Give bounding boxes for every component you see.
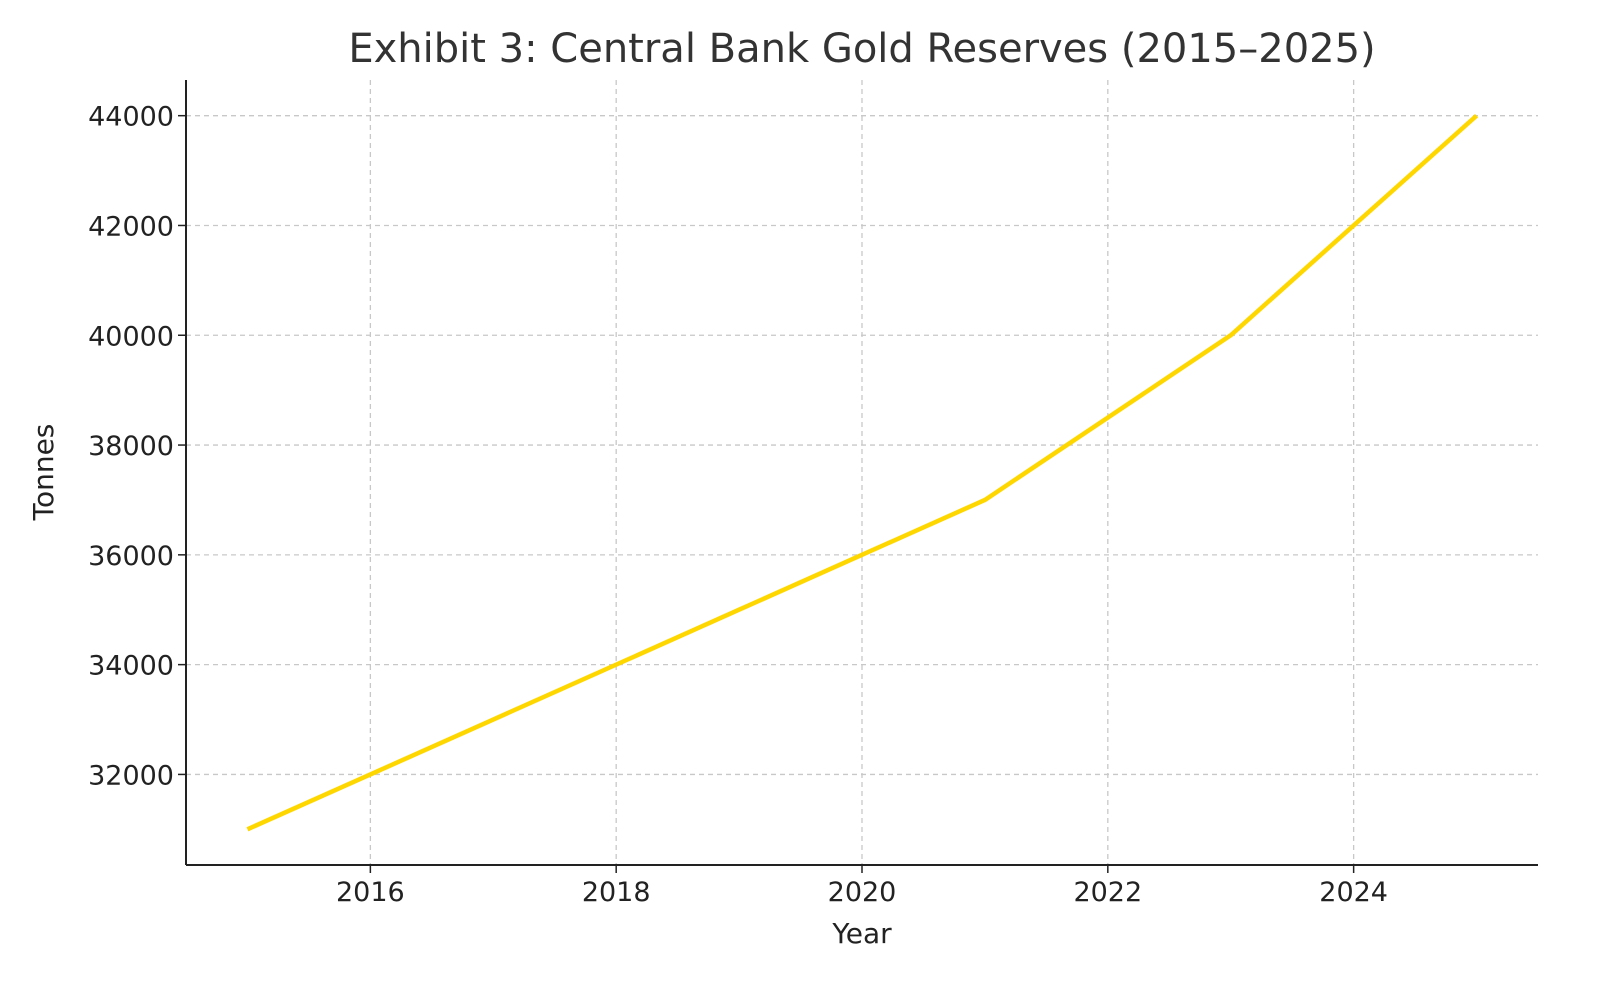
y-axis-label: Tonnes bbox=[27, 424, 60, 522]
x-tick-label: 2018 bbox=[582, 877, 651, 908]
x-tick-label: 2016 bbox=[336, 877, 405, 908]
grid bbox=[186, 80, 1538, 865]
x-tick-label: 2022 bbox=[1073, 877, 1142, 908]
series-line bbox=[246, 114, 1479, 832]
series-group bbox=[246, 114, 1479, 832]
y-tick-label: 32000 bbox=[88, 760, 174, 791]
y-tick-label: 44000 bbox=[88, 102, 174, 133]
x-axis-label: Year bbox=[831, 917, 892, 950]
x-axis-ticks: 2016 2018 2020 2022 2024 bbox=[336, 865, 1388, 908]
y-tick-label: 42000 bbox=[88, 211, 174, 242]
x-tick-label: 2024 bbox=[1319, 877, 1388, 908]
y-axis-ticks: 32000 34000 36000 38000 40000 42000 44000 bbox=[88, 102, 186, 791]
y-tick-label: 38000 bbox=[88, 431, 174, 462]
x-tick-label: 2020 bbox=[828, 877, 897, 908]
y-tick-label: 36000 bbox=[88, 541, 174, 572]
y-tick-label: 34000 bbox=[88, 651, 174, 682]
y-tick-label: 40000 bbox=[88, 321, 174, 352]
chart-title: Exhibit 3: Central Bank Gold Reserves (2… bbox=[348, 26, 1375, 72]
